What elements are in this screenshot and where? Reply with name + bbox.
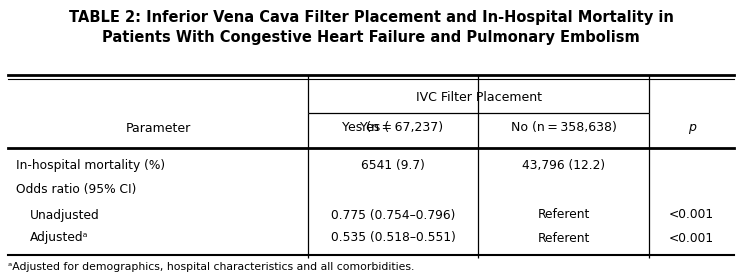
Text: p: p (688, 121, 695, 134)
Text: Yes (: Yes ( (360, 121, 393, 134)
Text: 6541 (9.7): 6541 (9.7) (361, 158, 425, 172)
Text: Referent: Referent (537, 208, 590, 222)
Text: No (n = 358,638): No (n = 358,638) (510, 121, 617, 134)
Text: ᵃAdjusted for demographics, hospital characteristics and all comorbidities.: ᵃAdjusted for demographics, hospital cha… (8, 262, 414, 272)
Text: 0.535 (0.518–0.551): 0.535 (0.518–0.551) (331, 232, 456, 244)
Text: Odds ratio (95% CI): Odds ratio (95% CI) (16, 184, 137, 196)
Text: Unadjusted: Unadjusted (30, 208, 99, 222)
Text: IVC Filter Placement: IVC Filter Placement (416, 90, 542, 104)
Text: 43,796 (12.2): 43,796 (12.2) (522, 158, 605, 172)
Text: Patients With Congestive Heart Failure and Pulmonary Embolism: Patients With Congestive Heart Failure a… (102, 30, 640, 45)
Text: <0.001: <0.001 (669, 232, 714, 244)
Text: Referent: Referent (537, 232, 590, 244)
Text: 0.775 (0.754–0.796): 0.775 (0.754–0.796) (331, 208, 455, 222)
Text: <0.001: <0.001 (669, 208, 714, 222)
Text: Adjustedᵃ: Adjustedᵃ (30, 232, 88, 244)
Text: TABLE 2: Inferior Vena Cava Filter Placement and In-Hospital Mortality in: TABLE 2: Inferior Vena Cava Filter Place… (68, 10, 674, 25)
Text: In-hospital mortality (%): In-hospital mortality (%) (16, 158, 165, 172)
Text: Parameter: Parameter (125, 121, 191, 134)
Text: Yes (n = 67,237): Yes (n = 67,237) (343, 121, 444, 134)
